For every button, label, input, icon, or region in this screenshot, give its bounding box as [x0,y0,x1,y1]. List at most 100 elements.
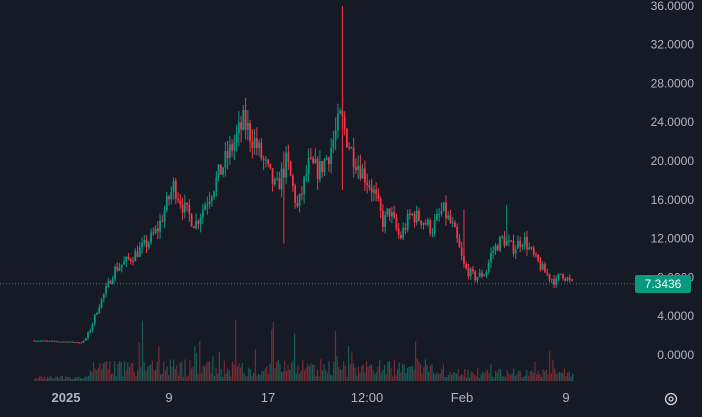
volume-bar [446,377,448,381]
candle-body [557,274,560,279]
candle-body [336,113,339,131]
volume-bar [186,376,188,381]
volume-bar [238,363,240,381]
candle-body [562,273,564,279]
volume-bar [341,369,343,381]
candle-body [276,178,279,180]
candle-body [93,314,96,324]
volume-bar [37,378,39,381]
y-tick-label: 4.0000 [657,309,694,323]
volume-bar [290,362,292,381]
volume-bar [73,378,75,381]
volume-bar [457,369,459,381]
candle-body [183,202,186,213]
candle-body [323,159,326,173]
candle-body [553,279,555,285]
candle-body [521,245,524,247]
volume-bars-group [34,320,574,381]
x-axis-ticks: 2025 9 17 12:00 Feb 9 [52,390,570,405]
candle-body [51,340,53,342]
candle-body [42,340,44,342]
volume-bar [83,378,85,381]
candle-body [114,266,116,279]
volume-bar [50,376,52,381]
candle-body [467,267,470,277]
volume-bar [513,368,515,381]
candle-body [219,164,222,175]
candle-body [379,199,382,211]
volume-bar [357,367,359,381]
volume-bar [153,370,155,381]
volume-bar [241,363,243,381]
candle-body [154,228,157,234]
volume-bar [545,369,548,381]
volume-bar [354,367,356,381]
candle-body [127,256,130,259]
candle-body [519,240,522,247]
volume-bar [35,377,37,381]
candle-body [262,158,265,160]
volume-bar [92,362,95,381]
candle-body [309,157,312,159]
volume-bar [416,358,418,381]
volume-bar [459,376,461,381]
volume-bar [89,369,91,381]
volume-bar [127,362,129,381]
candle-body [163,210,166,222]
candle-body [386,208,389,215]
volume-bar [536,374,538,381]
candle-body [341,110,344,117]
volume-bar [449,371,451,381]
candle-body [364,168,366,183]
volume-bar [166,366,168,381]
y-tick-label: 36.0000 [651,0,695,13]
volume-bar [303,370,306,381]
volume-bar [156,361,158,381]
volume-bar [516,373,518,381]
volume-bar [266,365,268,381]
candle-body [440,210,443,215]
volume-bar [132,362,134,381]
candle-body [528,247,531,250]
volume-bar [347,345,350,381]
candle-body [174,180,177,200]
candle-body [208,200,211,205]
volume-bar [518,370,520,381]
candle-body [555,278,558,285]
volume-bar [45,378,47,381]
volume-bar [176,365,178,381]
volume-bar [267,373,270,381]
volume-bar [125,370,127,381]
volume-bar [194,346,196,381]
volume-bar [91,372,93,381]
volume-bar [527,376,530,381]
volume-bar [547,373,549,381]
candle-body [314,158,317,164]
current-price-label: 7.3436 [635,274,691,293]
candle-body [87,332,89,339]
candle-body [427,219,429,225]
candle-body [255,138,258,149]
volume-bar [486,369,489,381]
candle-body [321,161,324,173]
candle-body [37,340,40,342]
volume-bar [346,376,348,381]
volume-bar [444,377,446,381]
candle-body [210,196,213,201]
volume-bar [413,369,415,381]
volume-bar [403,364,405,381]
volume-bar [519,371,521,381]
volume-bar [483,373,485,381]
volume-bar [302,359,304,381]
volume-bar [230,376,232,381]
volume-bar [148,365,150,381]
candle-body [80,342,83,344]
volume-bar [298,374,301,381]
volume-bar [320,359,322,381]
y-tick-label: 16.0000 [651,193,695,207]
settings-button[interactable] [662,390,680,408]
volume-bar [372,369,374,381]
volume-bar [217,373,219,381]
